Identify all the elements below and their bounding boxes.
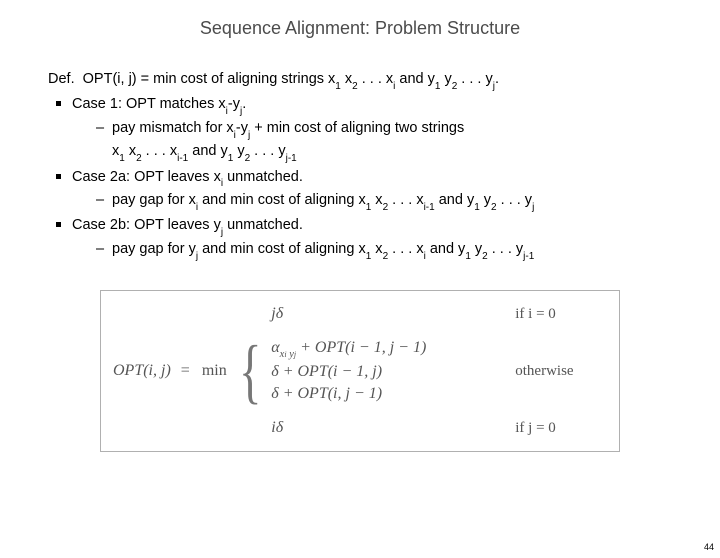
eq-row-base-j: iδ if j = 0 [271, 419, 573, 437]
bullet-icon [56, 174, 61, 179]
eq-min: min [200, 362, 229, 380]
eq-equals: = [181, 362, 190, 380]
case-2b: Case 2b: OPT leaves yj unmatched. pay ga… [48, 215, 700, 262]
case-2a: Case 2a: OPT leaves xi unmatched. pay ga… [48, 167, 700, 214]
def-prefix: Def. [48, 71, 75, 87]
left-brace-icon: { [239, 339, 261, 404]
case-2a-detail: pay gap for xi and min cost of aligning … [72, 190, 700, 213]
case-1-detail: pay mismatch for xi-yj + min cost of ali… [72, 118, 700, 165]
case-1: Case 1: OPT matches xi-yj. pay mismatch … [48, 94, 700, 164]
eq-row-base-i: jδ if i = 0 [271, 305, 573, 323]
definition-line: Def. OPT(i, j) = min cost of aligning st… [48, 69, 700, 92]
bullet-icon [56, 101, 61, 106]
eq-cases: jδ if i = 0 αxi yj + OPT(i − 1, j − 1) δ… [271, 305, 573, 437]
eq-row-min: αxi yj + OPT(i − 1, j − 1) δ + OPT(i − 1… [271, 339, 573, 403]
bullet-icon [56, 222, 61, 227]
slide-title: Sequence Alignment: Problem Structure [0, 18, 720, 39]
content-block: Def. OPT(i, j) = min cost of aligning st… [0, 69, 720, 262]
def-text: OPT(i, j) = min cost of aligning strings… [83, 71, 336, 87]
page-number: 44 [704, 542, 714, 552]
eq-lhs: OPT(i, j) [113, 362, 171, 380]
recurrence-equation: OPT(i, j) = min { jδ if i = 0 αxi yj + O… [100, 290, 620, 452]
case-2b-detail: pay gap for yj and min cost of aligning … [72, 239, 700, 262]
